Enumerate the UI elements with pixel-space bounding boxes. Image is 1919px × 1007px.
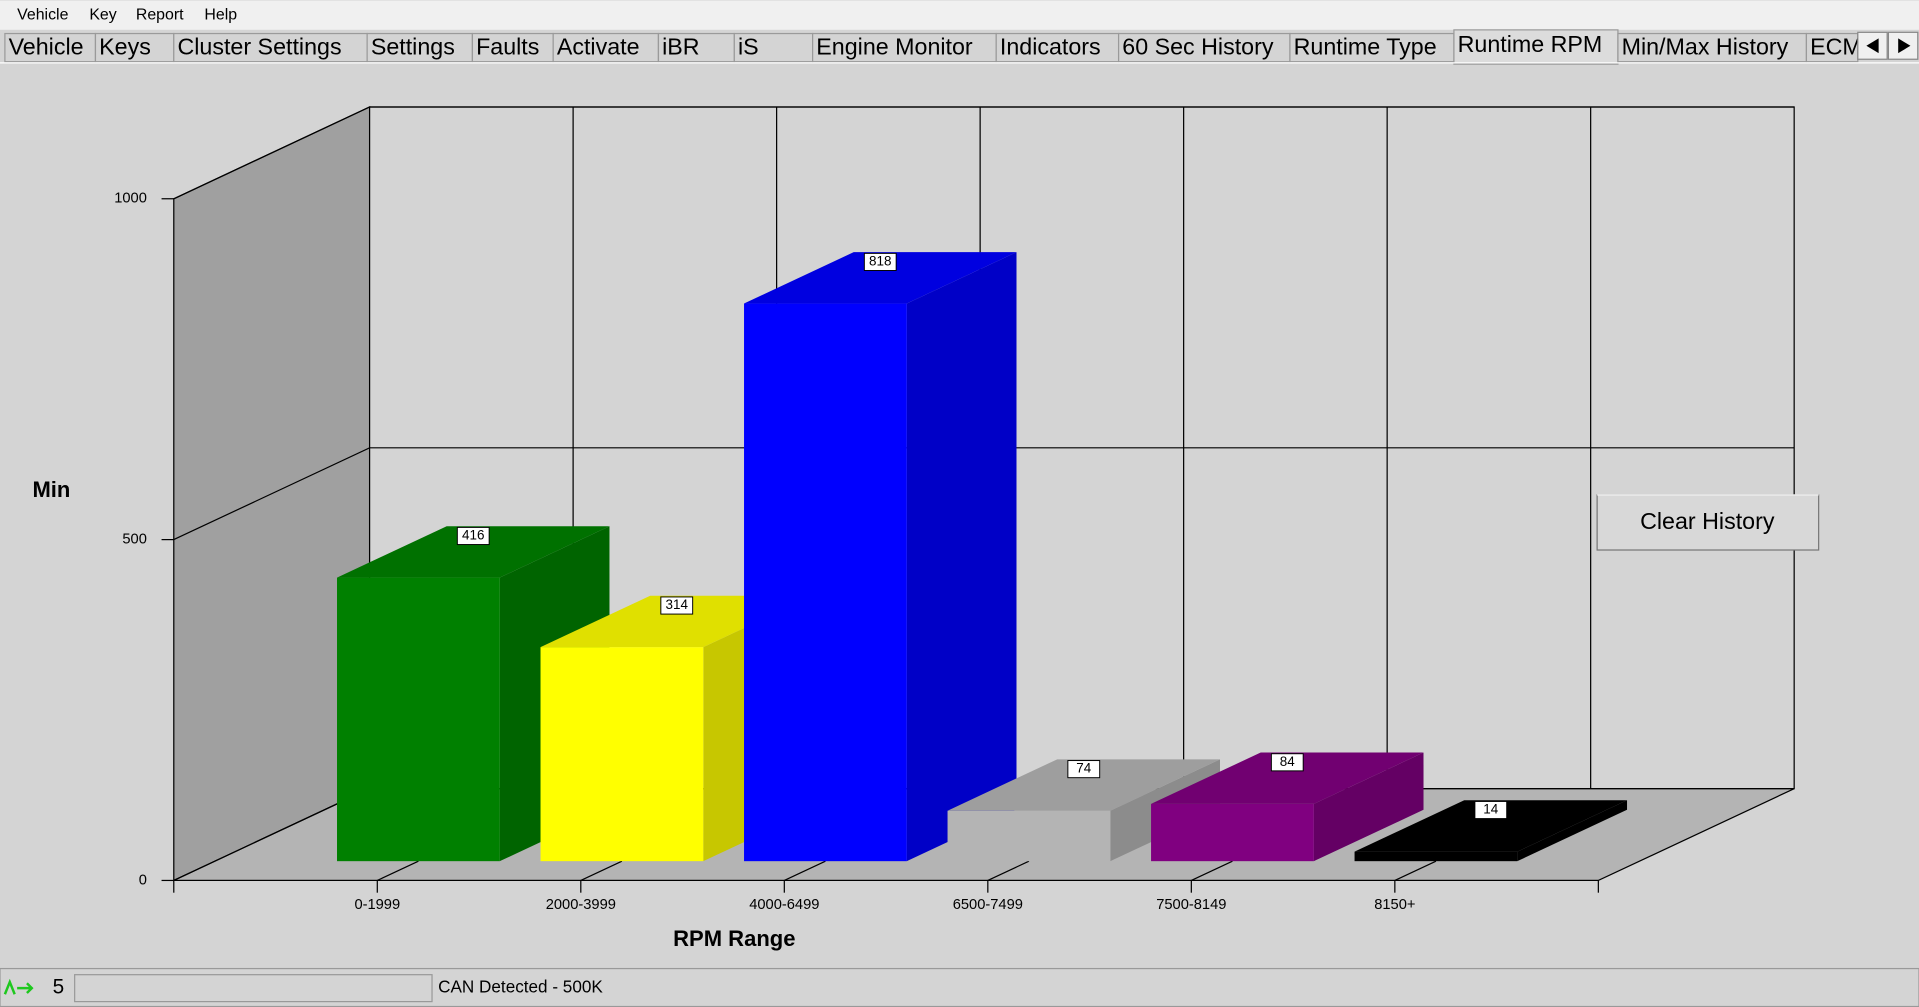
menu-bar	[0, 0, 1919, 30]
tab-label[interactable]: iS	[738, 33, 759, 59]
connection-icon	[3, 978, 34, 995]
value-label: 416	[462, 528, 484, 543]
bar	[947, 810, 1111, 862]
tab-label[interactable]: Runtime Type	[1294, 33, 1437, 59]
status-progress	[74, 974, 433, 1003]
arrow-right-icon	[1898, 38, 1911, 54]
tab-label[interactable]: Vehicle	[9, 33, 84, 59]
x-tick-label: 7500-8149	[1156, 897, 1226, 913]
tab[interactable]	[4, 32, 97, 63]
value-label: 14	[1483, 802, 1498, 817]
bar-top	[744, 252, 1017, 304]
tab[interactable]	[1617, 32, 1808, 63]
tab[interactable]	[733, 32, 814, 63]
tab-label[interactable]: Settings	[371, 33, 455, 59]
tab-label[interactable]: iBR	[662, 33, 699, 59]
bar	[337, 577, 500, 862]
value-label-box	[863, 252, 897, 271]
tab[interactable]	[657, 32, 735, 63]
floor-line	[1394, 860, 1437, 882]
floor-line	[784, 860, 826, 882]
tab-label[interactable]: Activate	[557, 33, 640, 59]
tab[interactable]	[1453, 29, 1619, 65]
tab-label[interactable]: Cluster Settings	[177, 33, 341, 59]
button-label: Clear History	[1640, 508, 1775, 534]
status-message: CAN Detected - 500K	[438, 977, 603, 997]
bar-side	[906, 252, 1017, 862]
value-label-box	[1474, 800, 1508, 820]
tab-label[interactable]: Min/Max History	[1622, 33, 1789, 59]
value-label: 818	[869, 254, 891, 269]
tab-label[interactable]: Indicators	[1000, 33, 1101, 59]
bar	[1354, 851, 1518, 862]
x-tick-label: 0-1999	[354, 897, 400, 913]
menu-item[interactable]: Key	[89, 6, 116, 23]
tab-label[interactable]: Faults	[476, 33, 539, 59]
tab[interactable]	[366, 32, 474, 63]
value-label-box	[456, 526, 490, 546]
x-tick-label: 6500-7499	[953, 897, 1023, 913]
x-tick-label: 8150+	[1374, 897, 1415, 913]
tab-label[interactable]: ECM	[1810, 33, 1862, 59]
tab-label[interactable]: Keys	[99, 33, 151, 59]
value-label: 314	[666, 597, 689, 612]
grid-line	[173, 447, 1795, 541]
tab[interactable]	[471, 32, 554, 63]
bar	[1151, 803, 1314, 862]
bar	[744, 303, 907, 862]
chart: 0 500 1000 Min RPM Range 0-1999 416 2000-3999 31…	[32, 106, 1795, 951]
x-tick-label: 4000-6499	[749, 897, 819, 913]
y-tick-label: 1000	[114, 191, 147, 207]
bar-side	[1517, 800, 1628, 862]
arrow-left-icon	[1866, 38, 1879, 54]
tab-label[interactable]: Runtime RPM	[1458, 31, 1603, 57]
floor-line	[580, 860, 623, 882]
bar-top	[947, 759, 1221, 811]
bar-side	[1313, 752, 1424, 862]
y-tick-label: 0	[139, 872, 147, 888]
x-tick-label: 2000-3999	[546, 897, 616, 913]
floor-line	[987, 860, 1030, 882]
menu-item[interactable]: Vehicle	[17, 6, 68, 23]
grid-line	[173, 106, 1795, 200]
y-tick-label: 500	[122, 531, 146, 547]
menu-item[interactable]: Report	[136, 6, 184, 23]
menu-item[interactable]: Help	[204, 6, 237, 23]
value-label-box	[660, 596, 694, 615]
floor-line	[377, 860, 419, 882]
tab[interactable]	[812, 32, 997, 63]
value-label-box	[1270, 753, 1304, 772]
bar-top	[337, 526, 610, 578]
x-axis-label: RPM Range	[673, 926, 795, 951]
bar	[540, 647, 704, 862]
tab[interactable]	[552, 32, 660, 63]
tab[interactable]	[1289, 32, 1455, 63]
bar-top	[1354, 800, 1628, 852]
value-label: 74	[1076, 761, 1091, 776]
bar-top	[1151, 752, 1424, 804]
tab-label[interactable]: 60 Sec History	[1122, 33, 1274, 59]
value-label: 84	[1280, 754, 1295, 769]
floor-line	[1191, 860, 1233, 882]
value-label-box	[1067, 760, 1101, 779]
tab[interactable]	[995, 32, 1120, 63]
tab[interactable]	[1117, 32, 1291, 63]
y-axis-label: Min	[32, 477, 70, 502]
clear-history-button[interactable]	[1596, 494, 1820, 551]
tab-label[interactable]: Engine Monitor	[816, 33, 973, 59]
status-count: 5	[53, 976, 65, 999]
